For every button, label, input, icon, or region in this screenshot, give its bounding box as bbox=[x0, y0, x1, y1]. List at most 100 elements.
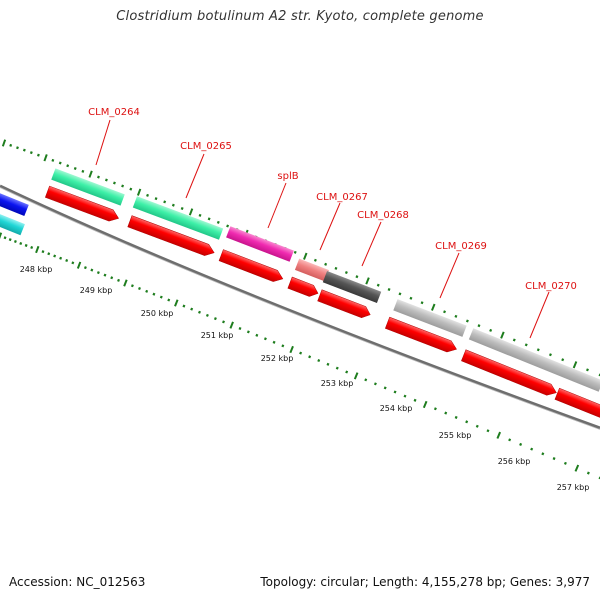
outer-ruler-minor-tick bbox=[585, 368, 589, 372]
tick-label-256: 256 kbp bbox=[498, 457, 531, 466]
gene-block-clm-0265[interactable] bbox=[132, 196, 224, 240]
inner-ruler-minor-tick bbox=[167, 298, 171, 302]
outer-ruler-major-tick bbox=[136, 188, 142, 196]
outer-ruler-minor-tick bbox=[129, 187, 133, 191]
inner-ruler-minor-tick bbox=[246, 330, 250, 334]
inner-scale-ruler bbox=[0, 232, 600, 480]
gene-label-clm-0268[interactable]: CLM_0268 bbox=[357, 210, 409, 221]
outer-ruler-major-tick bbox=[43, 154, 48, 162]
outer-ruler-minor-tick bbox=[293, 250, 297, 254]
inner-ruler-minor-tick bbox=[541, 452, 545, 456]
outer-ruler-minor-tick bbox=[73, 167, 77, 171]
inner-ruler-minor-tick bbox=[308, 355, 312, 359]
gene-label-clm-0264[interactable]: CLM_0264 bbox=[88, 107, 140, 118]
inner-ruler-minor-tick bbox=[222, 320, 225, 324]
outer-ruler-minor-tick bbox=[561, 358, 565, 362]
gene-block-clm-0267[interactable] bbox=[294, 258, 330, 282]
outer-ruler-minor-tick bbox=[121, 184, 125, 188]
cds-arrow-splb[interactable] bbox=[218, 249, 285, 285]
inner-ruler-major-tick bbox=[353, 372, 359, 380]
gene-label-clm-0267[interactable]: CLM_0267 bbox=[316, 192, 368, 203]
outer-ruler-minor-tick bbox=[465, 319, 469, 323]
inner-ruler-minor-tick bbox=[65, 258, 69, 263]
inner-ruler-minor-tick bbox=[272, 340, 276, 344]
gene-block-clm-0268[interactable] bbox=[322, 271, 382, 303]
gene-block-cyan[interactable] bbox=[0, 207, 25, 236]
outer-ruler-minor-tick bbox=[171, 203, 175, 207]
outer-ruler-major-tick bbox=[365, 277, 370, 285]
inner-ruler-minor-tick bbox=[364, 378, 368, 382]
inner-ruler-minor-tick bbox=[335, 366, 339, 370]
outer-ruler-minor-tick bbox=[334, 266, 338, 270]
inner-ruler-minor-tick bbox=[444, 411, 448, 415]
outer-ruler-minor-tick bbox=[81, 169, 85, 173]
tick-label-253: 253 kbp bbox=[321, 379, 354, 388]
inner-ruler-minor-tick bbox=[71, 261, 75, 265]
inner-ruler-minor-tick bbox=[19, 241, 23, 245]
gene-label-clm-0270[interactable]: CLM_0270 bbox=[525, 281, 577, 292]
inner-ruler-minor-tick bbox=[13, 240, 17, 244]
outer-ruler-minor-tick bbox=[9, 143, 13, 147]
inner-ruler-minor-tick bbox=[345, 370, 349, 374]
inner-ruler-major-tick bbox=[123, 279, 128, 287]
inner-ruler-major-tick bbox=[174, 299, 179, 307]
cds-arrow-clm-0267[interactable] bbox=[287, 276, 320, 299]
inner-ruler-minor-tick bbox=[413, 398, 417, 402]
inner-ruler-minor-tick bbox=[53, 254, 57, 258]
gene-block-clm-0264[interactable] bbox=[51, 168, 125, 206]
cds-arrow-next[interactable] bbox=[554, 387, 600, 423]
inner-ruler-minor-tick bbox=[238, 326, 242, 331]
inner-ruler-major-tick bbox=[422, 400, 428, 409]
outer-ruler-minor-tick bbox=[387, 287, 391, 292]
gene-label-splb[interactable]: splB bbox=[277, 171, 298, 182]
gene-label-clm-0265[interactable]: CLM_0265 bbox=[180, 141, 232, 152]
inner-ruler-minor-tick bbox=[130, 284, 134, 288]
outer-ruler-minor-tick bbox=[376, 283, 380, 287]
gene-labels: CLM_0264 CLM_0265 splB CLM_0267 CLM_0268… bbox=[88, 107, 577, 339]
tick-label-255: 255 kbp bbox=[439, 431, 472, 440]
tick-label-250: 250 kbp bbox=[141, 309, 174, 318]
inner-ruler-minor-tick bbox=[110, 276, 114, 280]
outer-ruler-minor-tick bbox=[398, 292, 402, 296]
outer-ruler-minor-tick bbox=[355, 275, 359, 279]
outer-ruler-minor-tick bbox=[36, 153, 40, 157]
inner-ruler-minor-tick bbox=[213, 317, 217, 321]
cds-arrow-clm-0268[interactable] bbox=[317, 289, 373, 321]
cds-arrow-clm-0269[interactable] bbox=[384, 316, 458, 355]
outer-ruler-minor-tick bbox=[420, 301, 424, 305]
outer-ruler-minor-tick bbox=[104, 178, 108, 182]
inner-ruler-minor-tick bbox=[263, 337, 267, 341]
inner-ruler-minor-tick bbox=[117, 278, 120, 282]
outer-ruler-minor-tick bbox=[22, 148, 26, 152]
inner-ruler-minor-tick bbox=[486, 429, 490, 433]
gene-label-clm-0269[interactable]: CLM_0269 bbox=[435, 241, 487, 252]
outer-ruler-minor-tick bbox=[207, 217, 211, 221]
tick-label-252: 252 kbp bbox=[261, 354, 294, 363]
inner-ruler-minor-tick bbox=[508, 438, 512, 442]
gene-block-splb[interactable] bbox=[226, 226, 294, 262]
inner-ruler-major-tick bbox=[0, 232, 3, 239]
inner-ruler-minor-tick bbox=[152, 292, 156, 296]
inner-ruler-minor-tick bbox=[96, 271, 100, 275]
outer-ruler-major-tick bbox=[88, 170, 93, 178]
cds-arrows bbox=[44, 185, 600, 423]
inner-ruler-minor-tick bbox=[103, 273, 107, 277]
cds-arrow-clm-0265[interactable] bbox=[127, 215, 217, 259]
inner-ruler-minor-tick bbox=[24, 243, 28, 247]
cds-arrow-clm-0270[interactable] bbox=[461, 349, 558, 399]
outer-ruler-major-tick bbox=[188, 208, 194, 216]
gene-block-blue[interactable] bbox=[0, 186, 29, 217]
gene-block-clm-0270[interactable] bbox=[468, 328, 600, 392]
inner-ruler-minor-tick bbox=[145, 289, 149, 293]
gene-block-clm-0269[interactable] bbox=[393, 299, 467, 337]
inner-ruler-minor-tick bbox=[465, 420, 469, 424]
outer-ruler-major-tick bbox=[1, 139, 7, 147]
outer-ruler-minor-tick bbox=[97, 175, 100, 179]
forward-strand-features bbox=[0, 168, 600, 392]
outer-ruler-minor-tick bbox=[344, 271, 348, 275]
outer-ruler-minor-tick bbox=[409, 296, 413, 300]
inner-ruler-minor-tick bbox=[47, 252, 51, 256]
cds-arrow-clm-0264[interactable] bbox=[44, 185, 120, 224]
inner-ruler-minor-tick bbox=[552, 457, 556, 461]
tick-label-251: 251 kbp bbox=[201, 331, 234, 340]
